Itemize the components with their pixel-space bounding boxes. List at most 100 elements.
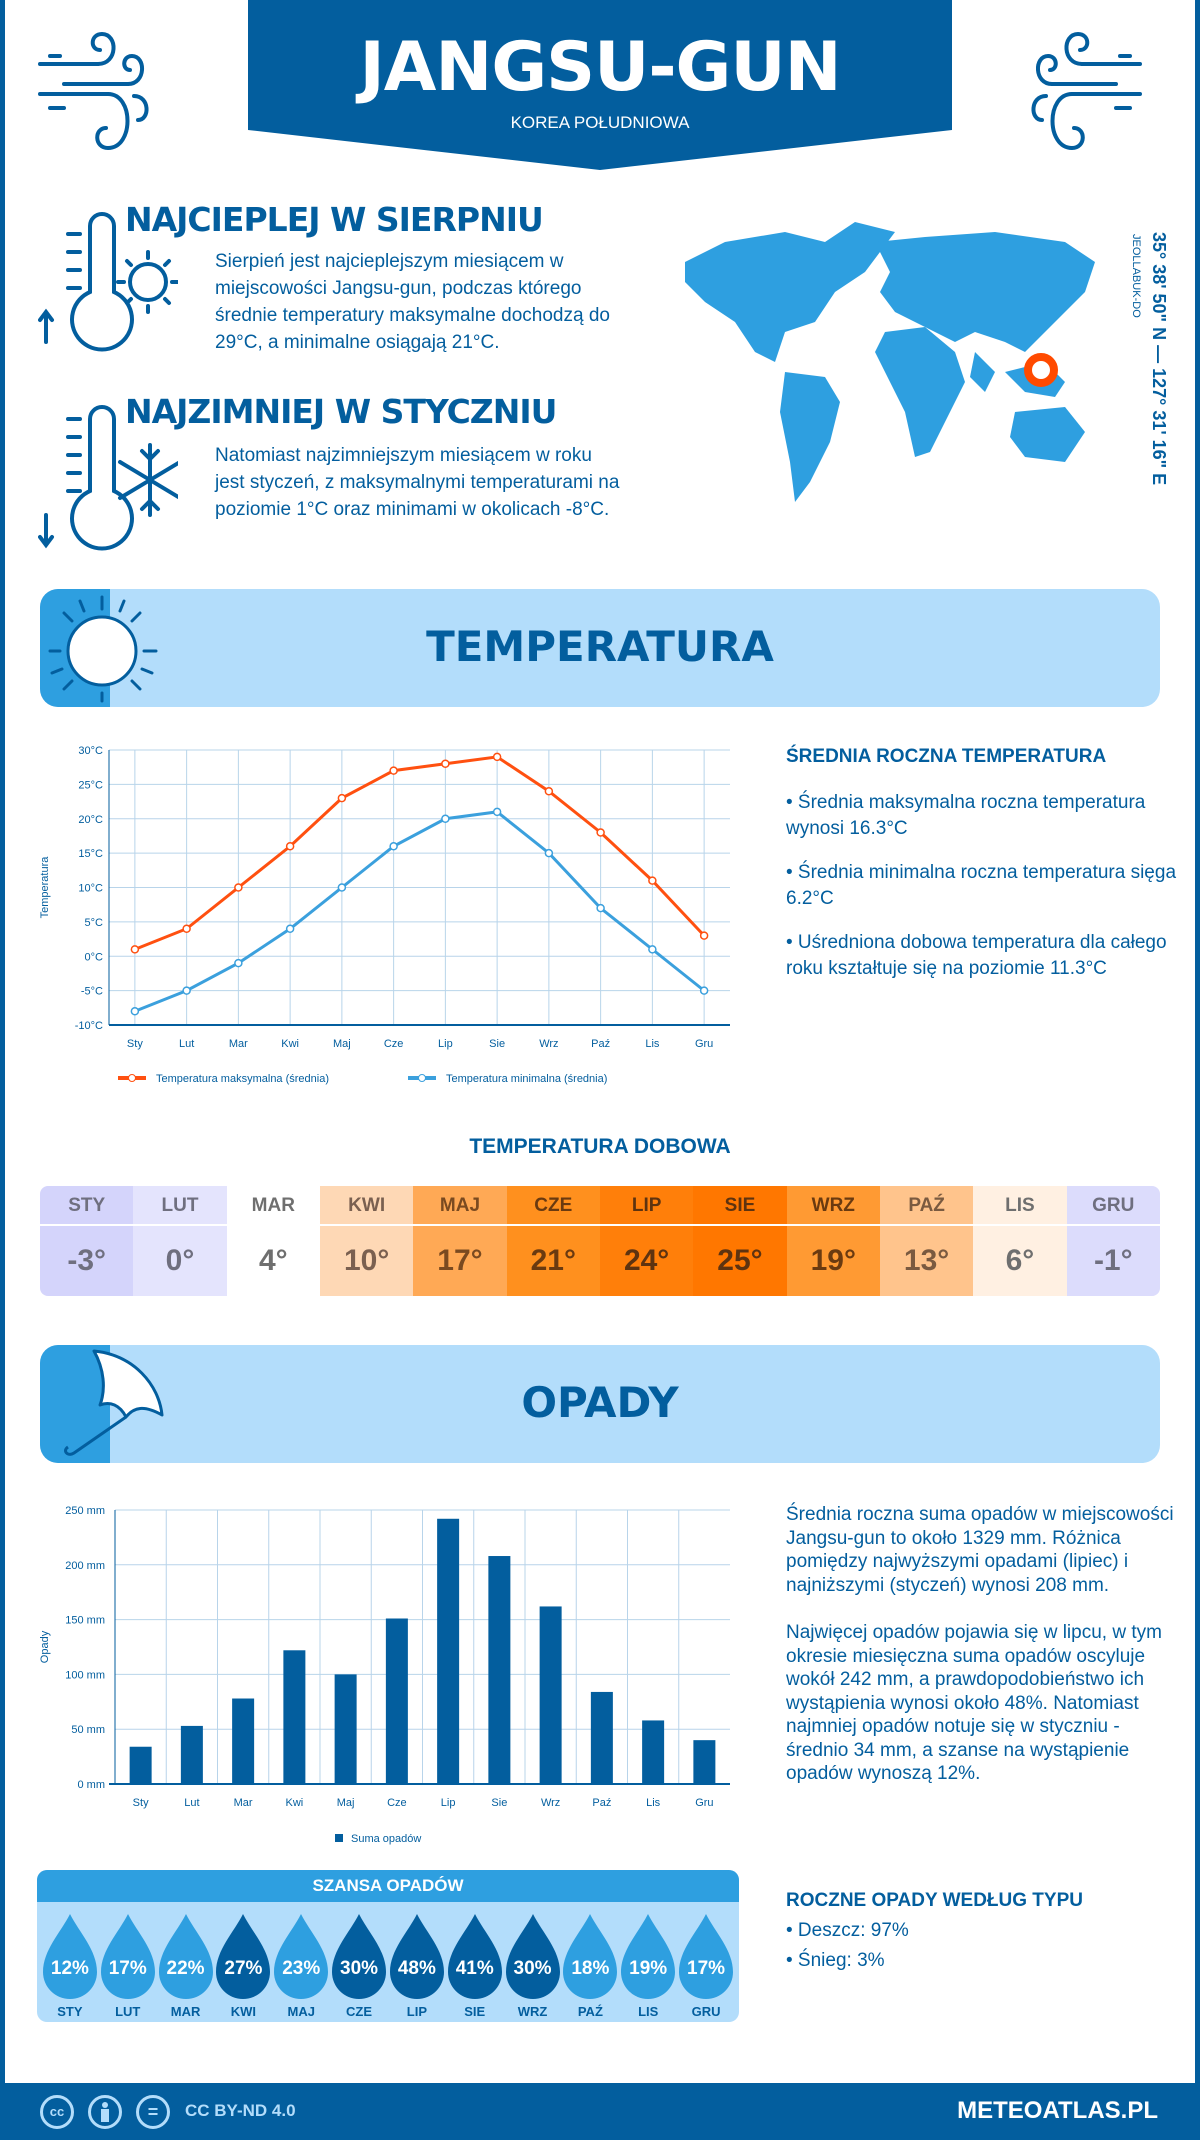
y-tick-label: 20°C — [78, 814, 103, 826]
daily-temperature-heading: TEMPERATURA DOBOWA — [469, 1135, 731, 1158]
page-title: JANGSU-GUN — [359, 28, 841, 107]
chance-drop: 48% LIP — [388, 1910, 446, 2022]
chance-value: 17% — [108, 1958, 147, 1979]
header-banner — [248, 0, 952, 170]
raindrop-icon — [42, 1914, 97, 1999]
raindrop-icon — [447, 1914, 502, 1999]
chance-month: CZE — [346, 2004, 373, 2019]
daily-value: 21° — [530, 1244, 576, 1277]
data-point — [182, 986, 191, 995]
daily-month: CZE — [506, 1186, 600, 1226]
data-point — [130, 1007, 140, 1016]
x-tick-label: Maj — [333, 1038, 351, 1050]
daily-col: PAŹ 13° — [879, 1186, 974, 1296]
precipitation-banner: OPADY — [40, 1345, 1160, 1463]
raindrop-icon — [216, 1914, 271, 1999]
thermometer-down-icon — [38, 405, 178, 551]
daily-col: MAJ 17° — [413, 1186, 507, 1296]
legend-label: Suma opadów — [351, 1833, 421, 1845]
thermometer-up-icon — [38, 212, 178, 352]
sun-icon — [48, 595, 158, 703]
y-tick-label: 30°C — [78, 745, 103, 757]
bar — [385, 1618, 408, 1784]
daily-temperature-table: STY -3° LUT 0° MAR 4° KWI 10° MAJ 17° CZE 21° LIP 24°… — [40, 1186, 1160, 1296]
daily-col: LIS 6° — [973, 1186, 1067, 1296]
chance-value: 17% — [687, 1958, 726, 1979]
daily-month: SIE — [693, 1186, 787, 1226]
x-tick-label: Maj — [337, 1797, 355, 1809]
raindrop-icon — [158, 1914, 213, 1999]
raindrop-icon — [679, 1914, 734, 1999]
raindrop-icon — [621, 1914, 676, 1999]
x-tick-label: Lis — [646, 1797, 661, 1809]
bar — [437, 1518, 460, 1784]
daily-col: STY -3° — [40, 1186, 134, 1296]
daily-month: STY — [40, 1186, 134, 1226]
daily-value: 4° — [258, 1244, 288, 1277]
no-derivatives-icon: = — [136, 2095, 170, 2129]
site-link[interactable]: METEOATLAS.PL — [957, 2097, 1158, 2124]
bar — [693, 1740, 716, 1784]
bar — [590, 1691, 613, 1784]
bar — [232, 1698, 255, 1784]
bar — [539, 1606, 562, 1784]
chance-value: 30% — [513, 1958, 552, 1979]
umbrella-icon — [64, 1349, 164, 1456]
chance-month: GRU — [691, 2004, 721, 2019]
chance-month: KWI — [230, 2004, 257, 2019]
raindrop-icon — [332, 1914, 387, 1999]
chance-value: 19% — [629, 1958, 668, 1979]
chance-month: STY — [57, 2004, 83, 2019]
coordinates: 35° 38' 50" N — 127° 31' 16" E — [1149, 232, 1169, 486]
y-axis-label: Temperatura — [39, 856, 51, 919]
temperature-banner: TEMPERATURA — [40, 589, 1160, 707]
data-point — [544, 848, 554, 858]
data-point — [234, 958, 243, 968]
precipitation-chance-panel: SZANSA OPADÓW 12% STY 17% LUT 22% MAR 27% KWI 23… — [37, 1870, 739, 2022]
type-snow: • Śnieg: 3% — [786, 1950, 885, 1971]
left-border — [0, 0, 5, 2083]
daily-month: LIS — [973, 1186, 1067, 1226]
chance-month: MAJ — [287, 2004, 315, 2019]
data-point — [648, 945, 657, 954]
legend-marker — [418, 1074, 426, 1082]
data-point — [492, 752, 502, 762]
data-point — [648, 876, 657, 885]
x-tick-label: Gru — [695, 1797, 713, 1809]
raindrop-icon — [274, 1914, 329, 1999]
x-tick-label: Cze — [384, 1038, 404, 1050]
daily-col: LIP 24° — [599, 1186, 694, 1296]
x-tick-label: Kwi — [281, 1038, 299, 1050]
data-point — [389, 766, 398, 775]
daily-month: PAŹ — [879, 1186, 974, 1226]
x-tick-label: Lut — [184, 1797, 199, 1809]
country-subtitle: KOREA POŁUDNIOWA — [510, 113, 690, 132]
world-map — [685, 222, 1095, 502]
x-tick-label: Sty — [133, 1797, 149, 1809]
daily-month: GRU — [1066, 1186, 1160, 1226]
daily-value: 6° — [1005, 1244, 1035, 1277]
precipitation-summary: Średnia roczna suma opadów w miejscowośc… — [786, 1503, 1176, 1786]
raindrop-icon — [505, 1914, 560, 1999]
y-tick-label: 5°C — [85, 917, 104, 929]
data-point — [441, 759, 450, 768]
y-tick-label: 250 mm — [65, 1505, 105, 1517]
temperature-summary-heading: ŚREDNIA ROCZNA TEMPERATURA — [786, 746, 1107, 767]
legend-label: Temperatura minimalna (średnia) — [446, 1073, 607, 1085]
daily-value: -1° — [1093, 1244, 1133, 1277]
y-tick-label: 100 mm — [65, 1669, 105, 1681]
wind-icon-left — [38, 31, 149, 151]
chance-drop: 17% GRU — [677, 1910, 735, 2022]
chance-month: LIS — [638, 2004, 659, 2019]
chance-drop: 23% MAJ — [272, 1910, 330, 2022]
type-rain: • Deszcz: 97% — [786, 1920, 909, 1941]
daily-month: MAJ — [413, 1186, 507, 1226]
chance-value: 41% — [455, 1958, 494, 1979]
legend-marker — [128, 1074, 136, 1082]
license-label: CC BY-ND 4.0 — [185, 2101, 296, 2120]
cc-icon: cc — [40, 2095, 74, 2129]
daily-value: 25° — [717, 1244, 763, 1277]
wind-icon-right — [1031, 31, 1142, 151]
summary-bullet: • Uśredniona dobowa temperatura dla całe… — [786, 932, 1167, 979]
daily-col: KWI 10° — [319, 1186, 414, 1296]
